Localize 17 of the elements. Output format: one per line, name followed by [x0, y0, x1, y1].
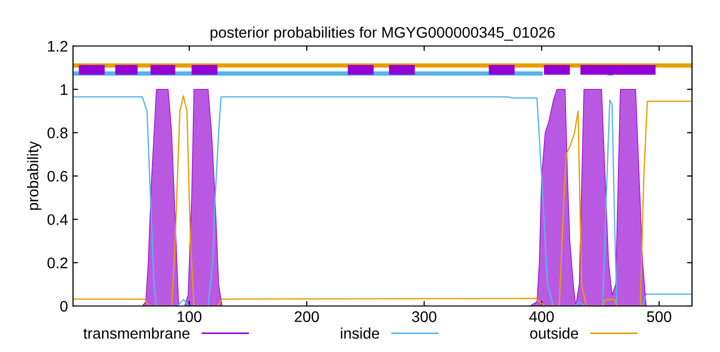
- y-tick-label: 0: [60, 300, 68, 312]
- y-tick-label: 0.4: [48, 214, 68, 226]
- y-tick-label: 1.2: [48, 40, 68, 52]
- y-tick-label: 1: [60, 84, 68, 95]
- chart-title: posterior probabilities for MGYG000000345_01026: [210, 26, 555, 41]
- x-tick-label: 300: [412, 311, 436, 322]
- y-axis-title: probability: [27, 141, 42, 210]
- y-tick-label: 0.6: [48, 170, 68, 182]
- x-tick-label: 200: [294, 311, 319, 322]
- legend-label: outside: [530, 328, 578, 339]
- x-tick-label: 400: [529, 311, 554, 322]
- y-tick-label: 0.8: [48, 128, 68, 138]
- x-tick-label: 100: [178, 311, 202, 322]
- x-tick-label: 500: [646, 311, 672, 322]
- legend-label: transmembrane: [83, 328, 190, 339]
- legend-label: inside: [340, 328, 380, 339]
- y-tick-label: 0.2: [48, 258, 68, 268]
